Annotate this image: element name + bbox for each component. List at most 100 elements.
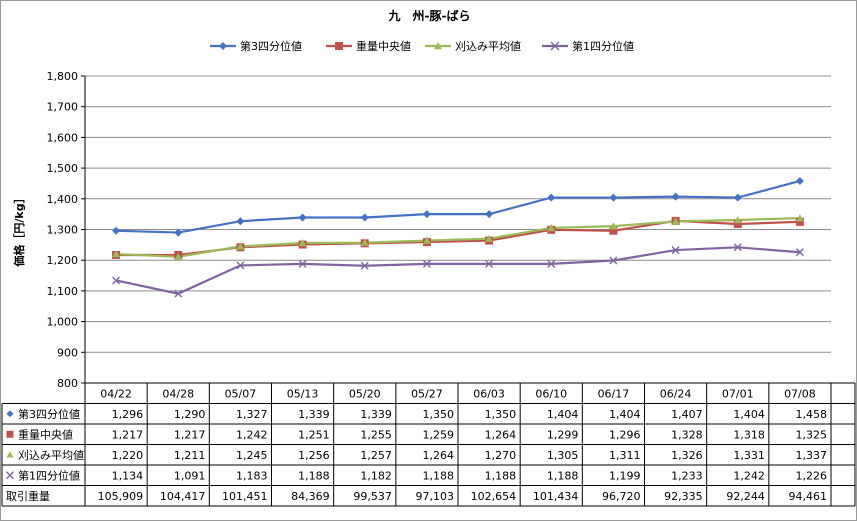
x-tick-label: 05/27: [411, 387, 443, 400]
data-label: 1,326: [671, 449, 703, 462]
data-label: 1,242: [733, 469, 765, 482]
data-label: 1,264: [423, 449, 455, 462]
data-label: 1,296: [112, 408, 144, 421]
volume-value: 92,244: [726, 490, 765, 503]
table-row-label: 第3四分位値: [18, 407, 80, 421]
volume-value: 102,654: [471, 490, 517, 503]
legend-label: 第3四分位値: [240, 39, 302, 53]
volume-value: 94,461: [789, 490, 828, 503]
x-tick-label: 07/01: [722, 387, 754, 400]
y-tick-label: 1,800: [47, 70, 79, 83]
data-label: 1,233: [671, 469, 703, 482]
data-label: 1,188: [423, 469, 455, 482]
y-tick-label: 1,300: [47, 224, 79, 237]
series-line: [116, 179, 801, 234]
chart-title: 九 州-豚-ばら: [388, 9, 471, 23]
y-axis-label: 価格［円/kg］: [12, 192, 26, 267]
data-label: 1,183: [236, 469, 268, 482]
data-point: [174, 252, 183, 261]
series-line: [116, 217, 800, 258]
table-row-label: 第1四分位値: [18, 468, 80, 482]
data-point: [298, 259, 307, 268]
volume-value: 84,369: [291, 490, 330, 503]
data-point: [422, 236, 431, 244]
data-label: 1,327: [236, 408, 268, 421]
volume-value: 96,720: [602, 490, 641, 503]
data-point: [360, 261, 369, 270]
data-label: 1,350: [485, 408, 517, 421]
data-point: [733, 215, 742, 224]
data-label: 1,188: [547, 469, 579, 482]
data-label: 1,188: [298, 469, 330, 482]
x-tick-label: 06/17: [598, 387, 630, 400]
data-point: [174, 289, 183, 298]
data-label: 1,256: [298, 449, 330, 462]
data-label: 1,188: [485, 469, 517, 482]
data-label: 1,404: [733, 408, 765, 421]
data-label: 1,328: [671, 428, 703, 441]
data-label: 1,404: [547, 408, 579, 421]
data-label: 1,270: [485, 449, 517, 462]
data-label: 1,331: [733, 449, 765, 462]
data-label: 1,211: [174, 449, 206, 462]
data-point: [112, 250, 121, 258]
data-point: [795, 248, 804, 257]
volume-value: 97,103: [416, 490, 455, 503]
x-tick-label: 04/28: [162, 387, 194, 400]
legend-label: 刈込み平均値: [455, 40, 521, 53]
data-label: 1,220: [112, 449, 144, 462]
table-legend-key: [6, 471, 14, 480]
data-label: 1,217: [112, 428, 144, 441]
y-tick-label: 1,700: [47, 101, 79, 114]
data-label: 1,242: [236, 428, 268, 441]
y-tick-label: 1,400: [47, 193, 79, 206]
legend-label: 第1四分位値: [572, 39, 634, 53]
data-label: 1,339: [298, 408, 330, 421]
table-legend-key: [6, 451, 14, 458]
data-point: [733, 243, 742, 252]
data-label: 1,251: [298, 428, 330, 441]
data-point: [547, 259, 556, 268]
data-label: 1,296: [609, 428, 641, 441]
legend-label: 重量中央値: [356, 39, 411, 53]
volume-value: 101,434: [533, 490, 579, 503]
data-label: 1,407: [671, 408, 703, 421]
data-label: 1,255: [360, 428, 392, 441]
legend-marker: [219, 42, 227, 50]
data-label: 1,318: [733, 428, 765, 441]
y-tick-label: 1,000: [47, 316, 79, 329]
table-legend-key: [6, 430, 14, 438]
legend-marker: [550, 41, 560, 51]
x-tick-label: 06/10: [535, 387, 567, 400]
data-label: 1,305: [547, 449, 579, 462]
data-label: 1,245: [236, 449, 268, 462]
volume-value: 105,909: [98, 490, 144, 503]
table-row-label: 取引重量: [6, 489, 50, 503]
data-point: [236, 242, 245, 250]
data-point: [422, 259, 431, 268]
data-point: [485, 234, 494, 242]
y-tick-label: 900: [57, 346, 78, 359]
data-label: 1,217: [174, 428, 206, 441]
legend-marker: [335, 42, 343, 50]
data-label: 1,259: [423, 428, 455, 441]
data-point: [360, 238, 369, 246]
data-label: 1,134: [112, 469, 144, 482]
data-point: [733, 193, 742, 202]
x-tick-label: 05/07: [225, 387, 257, 400]
x-tick-label: 04/22: [100, 387, 132, 400]
data-label: 1,339: [360, 408, 392, 421]
x-tick-label: 07/08: [784, 387, 816, 400]
x-tick-label: 05/13: [287, 387, 319, 400]
y-tick-label: 1,600: [47, 131, 79, 144]
data-point: [671, 217, 680, 225]
data-point: [795, 214, 804, 222]
volume-value: 101,451: [222, 490, 268, 503]
data-label: 1,257: [360, 449, 392, 462]
data-point: [609, 226, 618, 235]
table-row-label: 重量中央値: [18, 427, 73, 441]
data-point: [671, 192, 680, 201]
y-tick-label: 1,200: [47, 254, 79, 267]
